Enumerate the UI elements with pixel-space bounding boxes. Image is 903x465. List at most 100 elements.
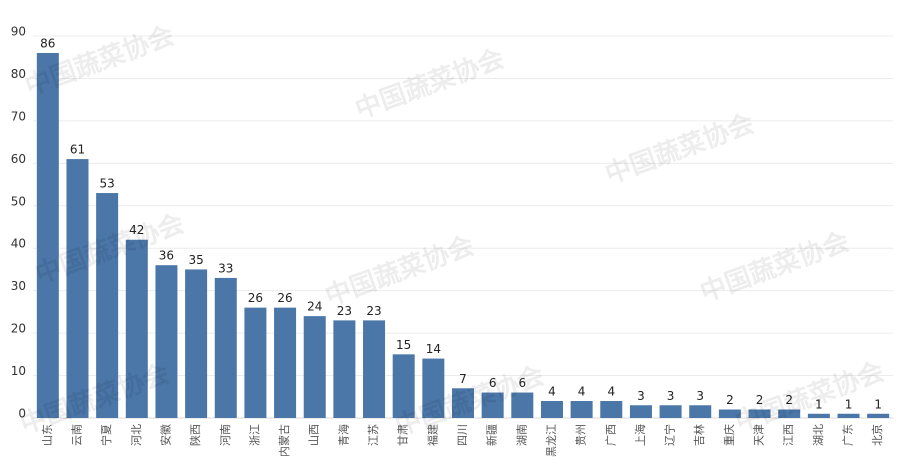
x-tick-label: 山东 [41, 424, 54, 446]
bar [867, 413, 890, 418]
value-label: 36 [159, 249, 174, 263]
value-label: 23 [337, 304, 352, 318]
x-tick-label: 陕西 [188, 424, 202, 446]
value-label: 15 [396, 338, 411, 352]
x-tick-label: 福建 [425, 424, 439, 446]
value-label: 2 [726, 393, 734, 407]
bar [125, 239, 148, 418]
value-label: 1 [874, 397, 882, 411]
value-label: 2 [785, 393, 793, 407]
value-label: 24 [307, 300, 322, 314]
bar [807, 413, 830, 418]
x-tick-label: 江西 [782, 424, 795, 446]
bar [837, 413, 860, 418]
value-label: 3 [637, 389, 645, 403]
value-label: 26 [277, 291, 292, 305]
bar [481, 392, 504, 418]
x-tick-label: 甘肃 [397, 424, 410, 446]
value-label: 4 [548, 385, 556, 399]
value-label: 6 [489, 376, 497, 390]
value-label: 42 [129, 223, 144, 237]
bar [689, 405, 712, 418]
x-tick-label: 江苏 [367, 424, 380, 446]
bar [96, 193, 119, 418]
bar [659, 405, 682, 418]
x-tick-label: 广西 [604, 424, 617, 446]
x-tick-label: 河北 [130, 424, 143, 446]
bar [333, 320, 356, 418]
value-label: 6 [518, 376, 526, 390]
bar [452, 388, 474, 418]
bar [244, 307, 267, 418]
bar [185, 269, 208, 418]
y-tick-label: 30 [11, 279, 26, 293]
bar [778, 409, 801, 418]
value-label: 35 [188, 253, 203, 267]
x-tick-label: 山西 [308, 424, 321, 446]
bar [274, 307, 297, 418]
watermark: 中国蔬菜协会 [351, 44, 508, 126]
x-tick-label: 浙江 [248, 424, 261, 446]
x-tick-label: 四川 [456, 424, 469, 446]
y-tick-label: 50 [11, 194, 26, 208]
bar [600, 401, 623, 418]
value-label: 2 [756, 393, 764, 407]
y-tick-label: 0 [18, 407, 26, 421]
x-tick-label: 重庆 [722, 424, 736, 446]
x-tick-label: 内蒙古 [277, 424, 291, 457]
value-label: 4 [607, 385, 615, 399]
value-label: 1 [845, 397, 853, 411]
value-label: 4 [578, 385, 586, 399]
x-tick-label: 湖南 [515, 424, 528, 446]
x-tick-label: 吉林 [692, 424, 706, 446]
y-tick-label: 90 [11, 25, 26, 39]
x-tick-label: 辽宁 [663, 424, 677, 446]
y-tick-label: 70 [11, 109, 26, 123]
bar [748, 409, 771, 418]
y-tick-label: 10 [11, 364, 26, 378]
bar [303, 316, 326, 418]
value-label: 1 [815, 397, 823, 411]
bar [66, 159, 89, 419]
value-label: 26 [248, 291, 263, 305]
x-tick-label: 新疆 [485, 424, 499, 446]
x-tick-label: 天津 [753, 424, 766, 446]
y-tick-label: 20 [11, 322, 26, 336]
value-label: 3 [667, 389, 675, 403]
x-tick-label: 青海 [336, 424, 350, 446]
x-tick-label: 北京 [870, 424, 884, 446]
value-label: 33 [218, 261, 233, 275]
bar [214, 277, 237, 418]
bar [36, 52, 59, 418]
x-tick-label: 安徽 [158, 424, 172, 446]
x-tick-label: 黑龙江 [545, 424, 558, 457]
x-tick-label: 河南 [219, 424, 232, 446]
value-label: 23 [366, 304, 381, 318]
watermark: 中国蔬菜协会 [321, 231, 478, 313]
bar [155, 265, 178, 418]
bar [511, 392, 534, 418]
value-label: 7 [459, 372, 467, 386]
y-tick-label: 40 [11, 237, 26, 251]
value-label: 3 [696, 389, 704, 403]
y-tick-label: 60 [11, 152, 26, 166]
x-tick-label: 宁夏 [99, 424, 113, 446]
value-label: 61 [70, 143, 85, 157]
bar [570, 401, 593, 418]
watermark: 中国蔬菜协会 [696, 227, 853, 309]
bar [629, 405, 652, 418]
x-tick-label: 云南 [70, 424, 83, 446]
bar [422, 358, 445, 418]
x-tick-label: 上海 [633, 424, 647, 446]
value-label: 14 [426, 342, 441, 356]
bar [540, 401, 563, 418]
value-label: 86 [40, 36, 55, 50]
bar [392, 354, 415, 418]
bar [363, 320, 386, 418]
y-tick-label: 80 [11, 67, 26, 81]
x-tick-label: 贵州 [575, 424, 588, 446]
value-label: 53 [99, 177, 114, 191]
x-tick-label: 湖北 [812, 424, 825, 446]
bar [718, 409, 741, 418]
